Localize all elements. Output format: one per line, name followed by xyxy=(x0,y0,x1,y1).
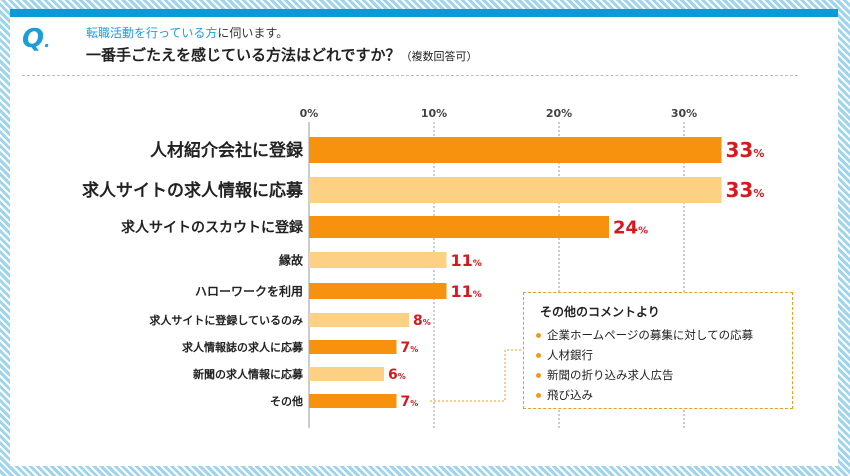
comment-item: 飛び込み xyxy=(536,385,753,405)
x-tick-label: 10% xyxy=(421,107,447,120)
category-label: 求人サイトのスカウトに登録 xyxy=(121,219,304,236)
bullet-icon xyxy=(536,353,541,358)
category-label: 縁故 xyxy=(279,252,304,267)
category-label: 求人サイトに登録しているのみ xyxy=(149,313,303,327)
top-bar xyxy=(10,9,838,17)
question-title-main: 一番手ごたえを感じている方法はどれですか？ xyxy=(86,46,401,64)
x-tick-label: 30% xyxy=(671,107,697,120)
category-label: 求人情報誌の求人に応募 xyxy=(182,340,304,354)
other-comments-box: その他のコメントより 企業ホームページの募集に対しての応募 人材銀行 新聞の折り… xyxy=(523,292,793,409)
value-label: 33% xyxy=(726,138,765,162)
question-mark-label: Q. xyxy=(22,24,51,54)
question-intro-rest: に伺います。 xyxy=(217,26,289,40)
bar xyxy=(309,313,409,327)
bar xyxy=(309,367,384,381)
comment-item: 新聞の折り込み求人広告 xyxy=(536,365,753,385)
bar xyxy=(309,252,447,268)
x-tick-label: 0% xyxy=(300,107,319,120)
comment-item: 人材銀行 xyxy=(536,345,753,365)
category-label: ハローワークを利用 xyxy=(195,283,303,298)
question-title: 一番手ごたえを感じている方法はどれですか？（複数回答可） xyxy=(86,44,478,65)
bar xyxy=(309,216,609,238)
bullet-icon xyxy=(536,333,541,338)
other-comments-title: その他のコメントより xyxy=(540,305,660,319)
category-label: 人材紹介会社に登録 xyxy=(150,140,304,161)
bullet-icon xyxy=(536,393,541,398)
bar xyxy=(309,137,722,163)
comment-connector xyxy=(430,349,523,402)
header-divider xyxy=(22,75,798,76)
question-title-note: （複数回答可） xyxy=(400,50,478,63)
bar xyxy=(309,177,722,203)
bar xyxy=(309,394,397,408)
value-label: 33% xyxy=(726,178,765,202)
value-label: 6% xyxy=(388,367,406,383)
question-intro-accent: 転職活動を行っている方 xyxy=(86,26,218,40)
value-label: 8% xyxy=(413,313,431,329)
x-tick-label: 20% xyxy=(546,107,572,120)
comment-item: 企業ホームページの募集に対しての応募 xyxy=(536,325,753,345)
other-comments-list: 企業ホームページの募集に対しての応募 人材銀行 新聞の折り込み求人広告 飛び込み xyxy=(536,325,753,405)
category-label: 新聞の求人情報に応募 xyxy=(193,367,304,381)
category-label: その他 xyxy=(270,394,303,408)
value-label: 7% xyxy=(401,394,419,410)
bar xyxy=(309,340,397,354)
bar xyxy=(309,283,447,299)
bullet-icon xyxy=(536,373,541,378)
category-label: 求人サイトの求人情報に応募 xyxy=(82,180,304,201)
value-label: 7% xyxy=(401,340,419,356)
value-label: 11% xyxy=(451,282,482,301)
question-intro: 転職活動を行っている方に伺います。 xyxy=(86,24,288,41)
value-label: 11% xyxy=(451,251,482,270)
value-label: 24% xyxy=(613,217,648,238)
